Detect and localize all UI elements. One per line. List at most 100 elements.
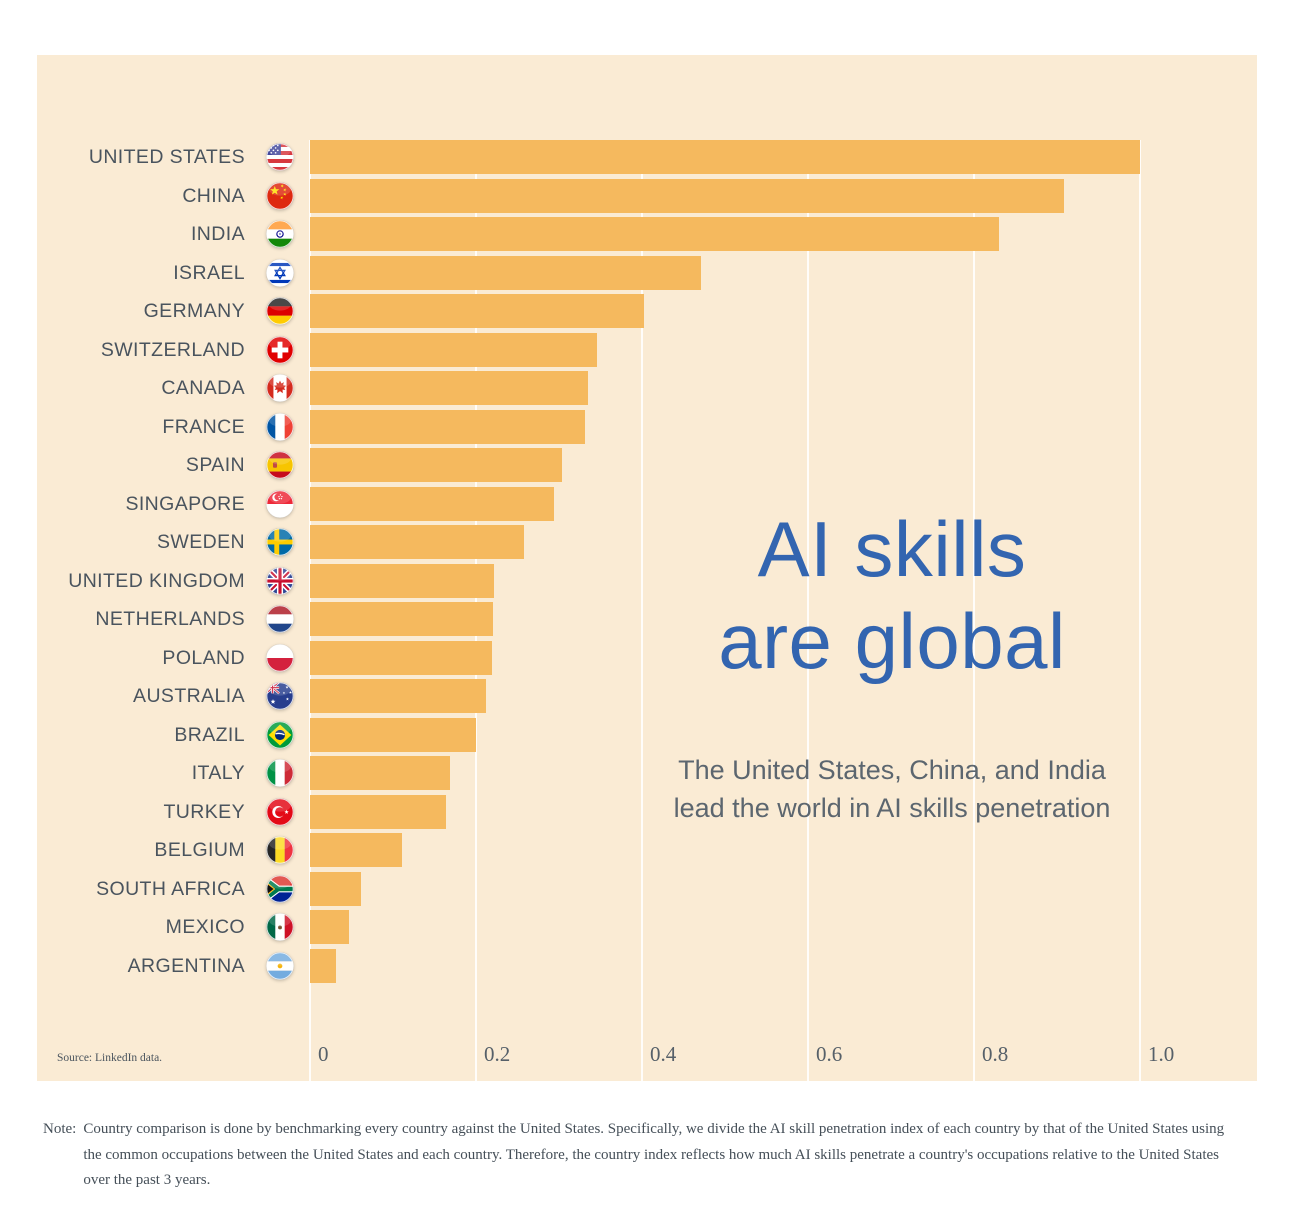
bar <box>310 872 361 906</box>
footnote: Note: Country comparison is done by benc… <box>43 1117 1245 1194</box>
bar <box>310 833 402 867</box>
x-tick-label: 1.0 <box>1148 1042 1175 1066</box>
country-label: ARGENTINA <box>127 955 245 977</box>
source-note: Source: LinkedIn data. <box>57 1052 163 1064</box>
country-row: BELGIUM <box>37 833 1257 867</box>
x-tick-label: 0.6 <box>816 1042 843 1066</box>
country-row: ISRAEL <box>37 256 1257 290</box>
za-flag-icon <box>266 875 294 903</box>
country-label: SPAIN <box>185 454 245 476</box>
country-row: UNITED KINGDOM <box>37 564 1257 598</box>
country-label: SINGAPORE <box>125 493 245 515</box>
bar <box>310 602 493 636</box>
bar <box>310 679 486 713</box>
country-row: TURKEY <box>37 795 1257 829</box>
in-flag-icon <box>266 220 294 248</box>
it-flag-icon <box>266 759 294 787</box>
country-row: SINGAPORE <box>37 487 1257 521</box>
country-label: BRAZIL <box>174 724 245 746</box>
bar <box>310 910 349 944</box>
bar <box>310 410 585 444</box>
chart-subtitle-line2: lead the world in AI skills penetration <box>673 793 1111 823</box>
au-flag-icon <box>266 682 294 710</box>
ca-flag-icon <box>266 374 294 402</box>
country-row: NETHERLANDS <box>37 602 1257 636</box>
be-flag-icon <box>266 836 294 864</box>
country-row: ITALY <box>37 756 1257 790</box>
country-label: CANADA <box>161 377 245 399</box>
es-flag-icon <box>266 451 294 479</box>
country-row: UNITED STATES <box>37 140 1257 174</box>
country-label: CHINA <box>182 185 245 207</box>
country-label: POLAND <box>162 647 245 669</box>
chart-title-line1: AI skills <box>757 505 1027 593</box>
bar <box>310 179 1064 213</box>
br-flag-icon <box>266 721 294 749</box>
country-label: UNITED KINGDOM <box>68 570 245 592</box>
ar-flag-icon <box>266 952 294 980</box>
country-row: SWITZERLAND <box>37 333 1257 367</box>
chart-title-line2: are global <box>718 597 1066 685</box>
country-row: MEXICO <box>37 910 1257 944</box>
gridline-1 <box>1139 140 1141 1081</box>
bar <box>310 294 644 328</box>
country-label: MEXICO <box>165 916 245 938</box>
bar <box>310 525 524 559</box>
bar <box>310 564 494 598</box>
chart-rows: UNITED STATES CHINA INDIA ISRAEL GERMANY <box>37 55 1257 1081</box>
bar <box>310 756 450 790</box>
country-row: FRANCE <box>37 410 1257 444</box>
bar <box>310 371 588 405</box>
country-row: SPAIN <box>37 448 1257 482</box>
country-row: CHINA <box>37 179 1257 213</box>
country-label: GERMANY <box>143 300 245 322</box>
footnote-text: Country comparison is done by benchmarki… <box>83 1121 1225 1188</box>
x-tick-label: 0.4 <box>650 1042 677 1066</box>
x-tick-label: 0.2 <box>484 1042 511 1066</box>
bar <box>310 718 476 752</box>
country-label: AUSTRALIA <box>133 685 245 707</box>
bar <box>310 256 701 290</box>
chart-panel: UNITED STATES CHINA INDIA ISRAEL GERMANY <box>37 55 1257 1081</box>
gb-flag-icon <box>266 567 294 595</box>
tr-flag-icon <box>266 798 294 826</box>
x-axis: 0 0.2 0.4 0.6 0.8 1.0 <box>37 55 1257 1081</box>
bar <box>310 217 999 251</box>
sg-flag-icon <box>266 490 294 518</box>
bar <box>310 949 336 983</box>
country-row: SWEDEN <box>37 525 1257 559</box>
country-label: FRANCE <box>162 416 245 438</box>
country-row: INDIA <box>37 217 1257 251</box>
country-label: BELGIUM <box>154 839 245 861</box>
title-block: AI skills are global <box>637 503 1147 687</box>
us-flag-icon <box>266 143 294 171</box>
country-row: SOUTH AFRICA <box>37 872 1257 906</box>
bar <box>310 795 446 829</box>
gridline-0.6 <box>807 140 809 1081</box>
ch-flag-icon <box>266 336 294 364</box>
gridline-0.8 <box>973 140 975 1081</box>
bar <box>310 487 554 521</box>
bar <box>310 333 597 367</box>
x-tick-label: 0.8 <box>982 1042 1009 1066</box>
country-label: SWITZERLAND <box>100 339 245 361</box>
country-label: ITALY <box>191 762 245 784</box>
footnote-label: Note: <box>43 1121 77 1137</box>
se-flag-icon <box>266 528 294 556</box>
il-flag-icon <box>266 259 294 287</box>
country-label: SWEDEN <box>157 531 245 553</box>
gridline-0.4 <box>641 140 643 1081</box>
bar <box>310 641 492 675</box>
country-row: CANADA <box>37 371 1257 405</box>
bar <box>310 140 1140 174</box>
pl-flag-icon <box>266 644 294 672</box>
country-row: AUSTRALIA <box>37 679 1257 713</box>
country-row: POLAND <box>37 641 1257 675</box>
country-label: NETHERLANDS <box>95 608 245 630</box>
x-tick-label: 0 <box>318 1042 329 1066</box>
country-label: UNITED STATES <box>88 146 245 168</box>
nl-flag-icon <box>266 605 294 633</box>
subtitle-block: The United States, China, and India lead… <box>642 751 1142 827</box>
bar <box>310 448 562 482</box>
